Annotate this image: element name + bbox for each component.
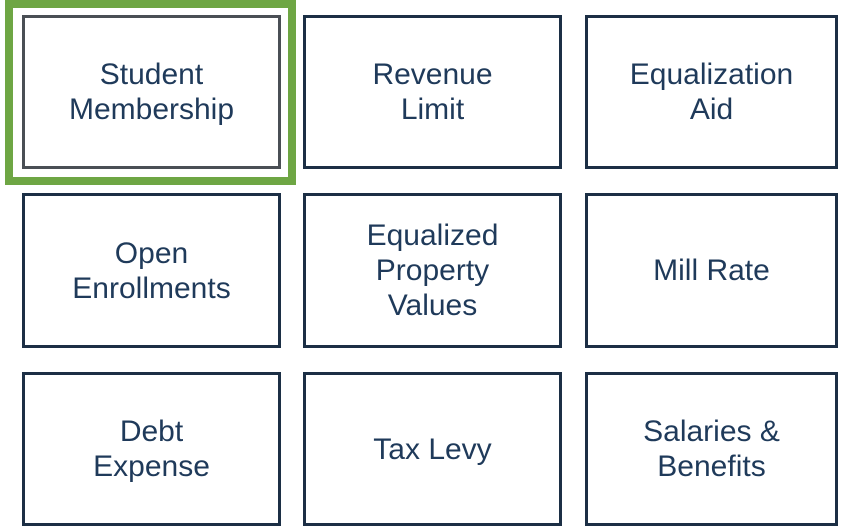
tile-label: Property — [375, 254, 490, 287]
tile-label: Limit — [400, 93, 465, 126]
tile-button[interactable]: Equalized Property Values — [303, 193, 562, 348]
tile-button[interactable]: Revenue Limit — [303, 15, 562, 169]
tile-button[interactable]: Salaries & Benefits — [585, 372, 838, 526]
tile-label: Open — [114, 236, 189, 270]
selection-highlight — [5, 0, 296, 185]
tile-label: Equalized — [366, 219, 499, 252]
tile-button[interactable]: Mill Rate — [585, 193, 838, 348]
tile-button[interactable]: Debt Expense — [22, 372, 281, 526]
tile-label: Values — [387, 289, 478, 322]
tile-label: Mill Rate — [653, 254, 770, 287]
tile-button[interactable]: Student Membership — [22, 15, 281, 169]
tile-label: Expense — [93, 450, 210, 483]
tile-label: Student — [99, 58, 204, 91]
tile-label: Benefits — [657, 450, 766, 483]
tile-label: Equalization — [629, 58, 794, 91]
tile-button[interactable]: Equalization Aid — [585, 15, 838, 169]
tile-label: Aid — [689, 93, 734, 126]
tile-button[interactable]: Tax Levy — [303, 372, 562, 526]
tile-label: Tax Levy — [373, 432, 492, 466]
tile-label: Debt — [119, 415, 184, 448]
tile-label: Enrollments — [72, 271, 231, 305]
tile-label: Salaries & — [643, 415, 780, 448]
tile-label: Membership — [68, 93, 235, 126]
tile-button[interactable]: Open Enrollments — [22, 193, 281, 348]
tile-label: Revenue — [372, 58, 493, 91]
